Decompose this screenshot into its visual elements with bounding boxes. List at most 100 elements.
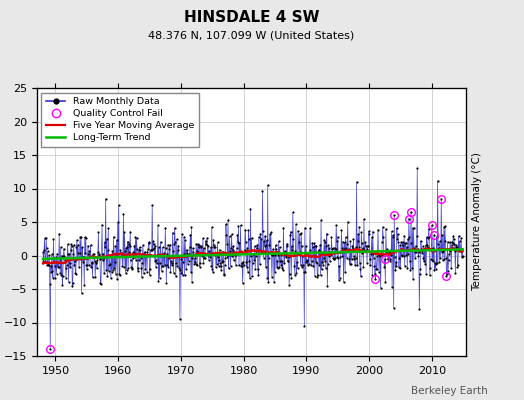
Point: [358, 245, 367, 252]
Point: [229, 242, 237, 249]
Point: [343, 255, 351, 261]
Point: [349, 245, 357, 251]
Point: [354, 231, 363, 237]
Point: [72, 271, 80, 277]
Point: [320, 255, 328, 261]
Point: [122, 270, 130, 276]
Point: [439, 248, 447, 254]
Point: [234, 223, 243, 229]
Point: [282, 254, 290, 260]
Point: [272, 246, 280, 252]
Point: [191, 259, 199, 266]
Point: [140, 270, 148, 277]
Point: [258, 250, 266, 257]
Point: [346, 238, 355, 244]
Point: [246, 274, 254, 281]
Point: [438, 249, 446, 255]
Point: [383, 250, 391, 257]
Point: [222, 232, 231, 238]
Point: [297, 230, 305, 236]
Point: [147, 246, 155, 253]
Point: [250, 257, 258, 264]
Point: [126, 243, 134, 249]
Point: [80, 282, 89, 288]
Point: [125, 248, 134, 255]
Point: [92, 260, 100, 266]
Point: [83, 266, 91, 272]
Point: [357, 229, 365, 235]
Point: [123, 243, 132, 250]
Point: [394, 231, 402, 238]
Point: [300, 323, 309, 329]
Point: [409, 225, 418, 232]
Point: [96, 256, 104, 262]
Point: [387, 252, 395, 258]
Point: [285, 281, 293, 288]
Point: [395, 255, 403, 262]
Point: [125, 241, 133, 247]
Point: [168, 229, 177, 236]
Point: [266, 250, 275, 256]
Point: [361, 239, 369, 246]
Point: [108, 268, 116, 275]
Point: [442, 272, 451, 279]
Point: [267, 229, 275, 236]
Point: [113, 237, 121, 243]
Point: [344, 247, 353, 253]
Point: [206, 244, 215, 250]
Point: [48, 251, 56, 258]
Point: [179, 259, 187, 265]
Point: [298, 243, 306, 250]
Point: [328, 234, 336, 240]
Point: [259, 254, 268, 261]
Point: [332, 222, 341, 228]
Point: [130, 243, 139, 249]
Point: [287, 228, 295, 235]
Point: [176, 316, 184, 322]
Point: [289, 209, 297, 216]
Point: [270, 252, 279, 258]
Point: [68, 242, 76, 249]
Point: [286, 232, 294, 239]
Point: [140, 248, 149, 255]
Point: [119, 251, 127, 257]
Point: [199, 260, 208, 267]
Point: [326, 248, 335, 255]
Point: [340, 279, 348, 286]
Point: [279, 224, 288, 231]
Point: [330, 256, 339, 262]
Point: [169, 248, 177, 254]
Point: [201, 255, 209, 262]
Point: [372, 266, 380, 272]
Point: [300, 269, 308, 275]
Point: [267, 250, 276, 257]
Point: [220, 271, 228, 277]
Point: [372, 248, 380, 254]
Point: [387, 228, 396, 235]
Point: [173, 247, 182, 253]
Point: [363, 242, 372, 249]
Point: [244, 227, 253, 233]
Point: [50, 258, 58, 265]
Point: [441, 223, 449, 230]
Point: [410, 245, 418, 252]
Point: [180, 234, 188, 240]
Point: [378, 224, 387, 230]
Point: [289, 236, 298, 242]
Point: [354, 238, 362, 244]
Point: [445, 250, 453, 257]
Point: [255, 234, 263, 240]
Point: [171, 273, 180, 280]
Point: [165, 254, 173, 261]
Point: [49, 236, 58, 242]
Point: [456, 246, 465, 253]
Point: [416, 266, 424, 272]
Point: [263, 274, 271, 281]
Point: [42, 245, 51, 252]
Y-axis label: Temperature Anomaly (°C): Temperature Anomaly (°C): [472, 152, 482, 292]
Point: [52, 254, 60, 260]
Point: [188, 254, 196, 261]
Point: [401, 240, 409, 246]
Point: [221, 255, 230, 261]
Point: [444, 257, 453, 263]
